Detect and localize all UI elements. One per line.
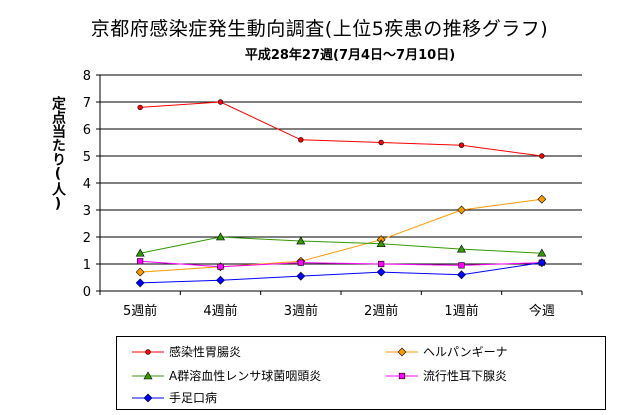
- data-point: [135, 248, 145, 257]
- x-tick-label: 4週前: [203, 303, 237, 319]
- data-point: [143, 393, 153, 402]
- legend-swatch: [132, 393, 164, 402]
- data-point: [137, 258, 144, 265]
- data-point: [217, 99, 224, 105]
- legend-label: ヘルパンギーナ: [423, 345, 508, 359]
- series-layer: [135, 99, 547, 288]
- legend-item: 手足口病: [131, 389, 217, 406]
- data-point: [135, 267, 145, 277]
- axes: [96, 74, 583, 295]
- legend-swatch: [386, 347, 418, 356]
- data-point: [378, 260, 385, 268]
- data-point: [143, 370, 153, 379]
- data-point: [215, 232, 226, 241]
- data-point: [537, 194, 547, 204]
- data-point: [145, 348, 151, 355]
- y-tick-label: 4: [83, 177, 91, 192]
- x-tick-label: 5週前: [123, 303, 157, 319]
- data-point: [296, 236, 306, 245]
- data-point: [397, 347, 407, 356]
- series-3: [135, 232, 547, 257]
- data-point: [376, 239, 386, 248]
- legend-swatch: [132, 370, 164, 379]
- series-2: [135, 194, 547, 277]
- series-line: [140, 260, 542, 268]
- legend-swatch: [132, 348, 164, 355]
- data-point: [537, 258, 547, 268]
- data-point: [135, 278, 145, 288]
- x-tick-label: 1週前: [444, 303, 478, 319]
- gridlines: [100, 74, 582, 265]
- data-point: [457, 270, 466, 280]
- y-tick-label: 8: [83, 69, 91, 84]
- y-tick-label: 1: [83, 258, 91, 273]
- legend-label: 感染性胃腸炎: [169, 345, 242, 359]
- data-point: [297, 259, 304, 266]
- series-4: [137, 258, 545, 270]
- series-5: [135, 258, 547, 288]
- tick-labels: 0 1 2 3 4 5 6 7 8 5週前 4週前 3週前 2週前 1週前 今週: [83, 69, 555, 319]
- data-point: [376, 267, 386, 277]
- legend-item: A群溶血性レンサ球菌咽頭炎: [131, 367, 321, 384]
- x-tick-label: 2週前: [364, 303, 398, 319]
- data-point: [456, 244, 467, 253]
- x-tick-label: 今週: [529, 303, 555, 319]
- y-tick-label: 7: [83, 96, 91, 111]
- legend: 感染性胃腸炎 ヘルパンギーナ A群溶血性レンサ球菌咽頭炎 流行性耳下腺炎手足口病: [116, 336, 606, 410]
- y-tick-label: 6: [83, 123, 91, 138]
- legend-item: 感染性胃腸炎: [131, 343, 241, 360]
- series-line: [140, 101, 542, 157]
- data-point: [398, 372, 406, 379]
- x-tick-label: 3週前: [284, 303, 318, 319]
- data-point: [458, 142, 465, 148]
- chart-title: 京都府感染症発生動向調査(上位5疾患の推移グラフ): [90, 18, 549, 40]
- series-line: [140, 198, 542, 273]
- data-point: [296, 271, 306, 281]
- series-1: [137, 99, 545, 159]
- y-tick-label: 5: [83, 150, 91, 165]
- data-point: [539, 153, 545, 159]
- data-point: [298, 137, 304, 143]
- data-point: [217, 263, 224, 270]
- data-point: [537, 248, 547, 257]
- legend-item: 流行性耳下腺炎: [385, 367, 507, 384]
- data-point: [137, 104, 143, 111]
- legend-label: 手足口病: [169, 391, 218, 405]
- series-line: [140, 236, 542, 254]
- chart-subtitle: 平成28年27週(7月4日〜7月10日): [244, 48, 456, 63]
- legend-item: ヘルパンギーナ: [385, 343, 508, 360]
- series-line: [140, 262, 542, 284]
- y-tick-label: 0: [83, 285, 91, 300]
- legend-label: A群溶血性レンサ球菌咽頭炎: [169, 369, 322, 383]
- y-axis-label: 定点当たり(人): [50, 96, 66, 212]
- data-point: [458, 262, 465, 269]
- data-point: [457, 205, 466, 215]
- data-point: [216, 275, 225, 285]
- legend-label: 流行性耳下腺炎: [423, 369, 508, 383]
- data-point: [378, 139, 384, 146]
- y-tick-label: 2: [83, 231, 91, 246]
- legend-swatch: [386, 372, 418, 379]
- y-tick-label: 3: [83, 204, 91, 219]
